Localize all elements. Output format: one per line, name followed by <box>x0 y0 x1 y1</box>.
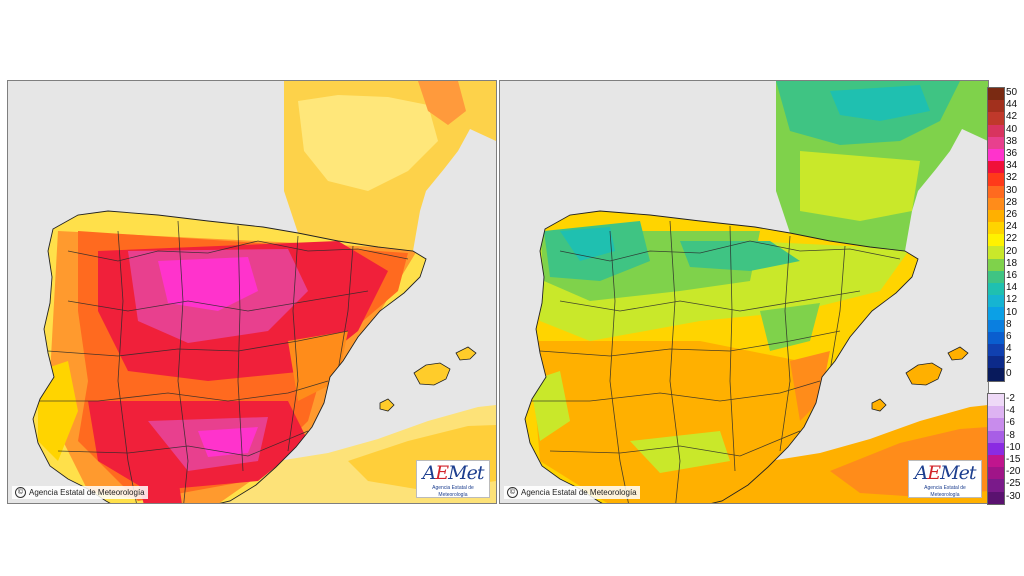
positive-color-bar <box>987 87 1005 382</box>
legend-label: -25 <box>1006 478 1021 490</box>
legend-swatch <box>988 454 1004 468</box>
legend-label: -15 <box>1006 454 1021 465</box>
france-mild-area <box>800 151 920 221</box>
legend-label: 44 <box>1006 99 1018 111</box>
legend-swatch <box>988 491 1004 504</box>
legend-swatch <box>988 161 1004 174</box>
france-warm-spot <box>418 81 466 125</box>
legend-label: 8 <box>1006 318 1012 330</box>
legend-label: 36 <box>1006 148 1018 159</box>
aemet-logo: AEMet Agencia Estatal de Meteorología <box>908 460 982 498</box>
legend-swatch <box>988 467 1004 480</box>
legend-label: -6 <box>1006 417 1015 429</box>
legend-swatch <box>988 246 1004 259</box>
iberia-coastline <box>32 210 427 503</box>
legend-label: 18 <box>1006 257 1018 269</box>
legend-label: 38 <box>1006 135 1018 147</box>
legend-label: 28 <box>1006 196 1018 208</box>
legend-swatch <box>988 148 1004 162</box>
legend-swatch <box>988 319 1004 332</box>
copyright-text: Agencia Estatal de Meteorología <box>521 488 637 497</box>
legend-label: -20 <box>1006 466 1021 478</box>
legend-swatch <box>988 479 1004 492</box>
legend-swatch <box>988 418 1004 431</box>
legend-swatch <box>988 356 1004 369</box>
legend-label: 20 <box>1006 245 1018 257</box>
temperature-legend: 50 44 42 40 38 36 34 32 30 28 26 24 22 20 18 16 14 12 10 8 6… <box>987 87 1024 505</box>
legend-swatch <box>988 88 1004 101</box>
legend-swatch <box>988 283 1004 296</box>
legend-label: -4 <box>1006 405 1015 417</box>
legend-swatch <box>988 368 1004 381</box>
aemet-logo-wordmark: AEMet <box>422 462 485 484</box>
france-mild-area <box>298 95 438 191</box>
copyright-notice: © Agencia Estatal de Meteorología <box>504 486 640 499</box>
legend-label: 14 <box>1006 282 1018 294</box>
france-cold-area <box>830 85 930 121</box>
legend-swatch <box>988 222 1004 235</box>
legend-swatch <box>988 295 1004 308</box>
legend-label: 2 <box>1006 355 1012 367</box>
map-left-canvas <box>8 81 496 503</box>
legend-swatch <box>988 270 1004 283</box>
legend-swatch <box>988 343 1004 357</box>
map-right-canvas <box>500 81 988 503</box>
legend-label: 26 <box>1006 209 1018 220</box>
legend-swatch <box>988 331 1004 344</box>
legend-label: 10 <box>1006 306 1018 318</box>
aemet-logo-subtitle: Agencia Estatal de Meteorología <box>432 485 474 498</box>
legend-label: 0 <box>1006 367 1012 379</box>
legend-label: 24 <box>1006 221 1018 233</box>
negative-color-bar <box>987 393 1005 505</box>
legend-label: -30 <box>1006 490 1021 502</box>
legend-swatch <box>988 258 1004 271</box>
legend-swatch <box>988 394 1004 407</box>
aemet-logo-wordmark: AEMet <box>914 462 977 484</box>
legend-label: -8 <box>1006 429 1015 441</box>
copyright-text: Agencia Estatal de Meteorología <box>29 488 145 497</box>
legend-label: 4 <box>1006 343 1012 355</box>
legend-swatch <box>988 100 1004 113</box>
legend-swatch <box>988 307 1004 320</box>
legend-label: 40 <box>1006 123 1018 135</box>
temperature-map-left: © Agencia Estatal de Meteorología AEMet … <box>7 80 497 504</box>
legend-swatch <box>988 234 1004 247</box>
legend-label: 6 <box>1006 331 1012 342</box>
legend-swatch <box>988 112 1004 125</box>
legend-swatch <box>988 209 1004 223</box>
legend-label: -10 <box>1006 441 1021 453</box>
legend-swatch <box>988 136 1004 149</box>
legend-swatch <box>988 185 1004 198</box>
legend-label: 50 <box>1006 87 1018 98</box>
copyright-notice: © Agencia Estatal de Meteorología <box>12 486 148 499</box>
legend-swatch <box>988 197 1004 210</box>
legend-swatch <box>988 406 1004 419</box>
copyright-icon: © <box>15 487 26 498</box>
legend-swatch <box>988 430 1004 443</box>
legend-label: 42 <box>1006 111 1018 123</box>
legend-label: 34 <box>1006 160 1018 172</box>
legend-swatch <box>988 173 1004 186</box>
temperature-map-right: © Agencia Estatal de Meteorología AEMet … <box>499 80 989 504</box>
legend-label: -2 <box>1006 393 1015 404</box>
aemet-logo: AEMet Agencia Estatal de Meteorología <box>416 460 490 498</box>
legend-label: 30 <box>1006 184 1018 196</box>
legend-swatch <box>988 442 1004 455</box>
iberia-coastline <box>524 210 919 503</box>
legend-label: 22 <box>1006 233 1018 245</box>
copyright-icon: © <box>507 487 518 498</box>
legend-swatch <box>988 124 1004 137</box>
legend-label: 32 <box>1006 172 1018 184</box>
legend-label: 12 <box>1006 294 1018 306</box>
legend-label: 16 <box>1006 270 1018 281</box>
aemet-logo-subtitle: Agencia Estatal de Meteorología <box>924 485 966 498</box>
